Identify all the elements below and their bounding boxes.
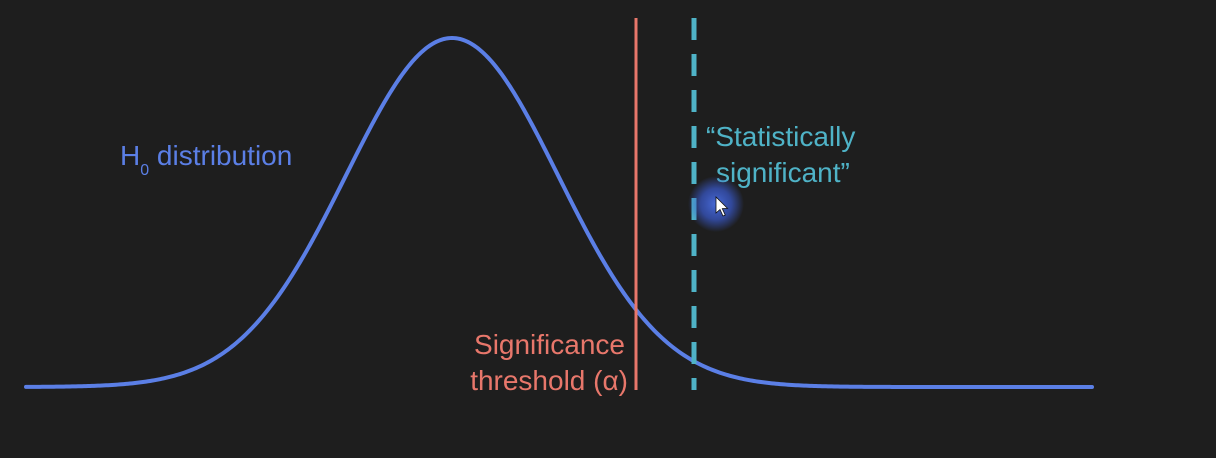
- h0-distribution-label: H0 distribution: [120, 140, 292, 179]
- significance-threshold-label-line1: Significance: [474, 329, 625, 360]
- significance-threshold-label-line2: threshold (α): [470, 365, 628, 396]
- h0-distribution-curve: [24, 35, 1094, 389]
- mouse-pointer-icon: [688, 176, 744, 232]
- statistically-significant-label-line1: “Statistically: [706, 121, 855, 152]
- statistically-significant-label-line2: significant”: [716, 157, 850, 188]
